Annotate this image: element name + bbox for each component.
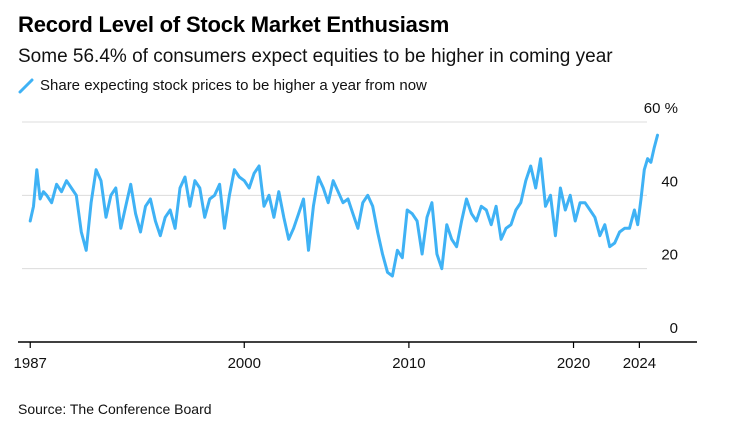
chart-title: Record Level of Stock Market Enthusiasm xyxy=(18,12,450,37)
y-tick-label-0: 0 xyxy=(670,320,678,337)
source-note: Source: The Conference Board xyxy=(18,401,212,417)
y-tick-label-40: 40 xyxy=(661,173,678,190)
series-line-0 xyxy=(28,133,659,278)
x-tick-label-2010: 2010 xyxy=(392,355,425,372)
x-tick-label-2000: 2000 xyxy=(228,355,261,372)
y-axis-labels: 0 20 40 60 % xyxy=(644,100,678,337)
x-tick-label-2024: 2024 xyxy=(623,355,656,372)
x-axis: 1987 2000 2010 2020 2024 xyxy=(14,341,697,372)
y-tick-label-60: 60 % xyxy=(644,100,678,117)
y-tick-label-20: 20 xyxy=(661,247,678,264)
legend-swatch-icon xyxy=(18,78,34,93)
legend-label: Share expecting stock prices to be highe… xyxy=(40,77,427,94)
x-tick-label-1987: 1987 xyxy=(14,355,47,372)
legend: Share expecting stock prices to be highe… xyxy=(18,77,427,94)
grid-lines xyxy=(22,121,647,270)
x-tick-label-2020: 2020 xyxy=(557,355,590,372)
plot-area xyxy=(28,133,659,278)
chart-subtitle: Some 56.4% of consumers expect equities … xyxy=(18,46,613,67)
